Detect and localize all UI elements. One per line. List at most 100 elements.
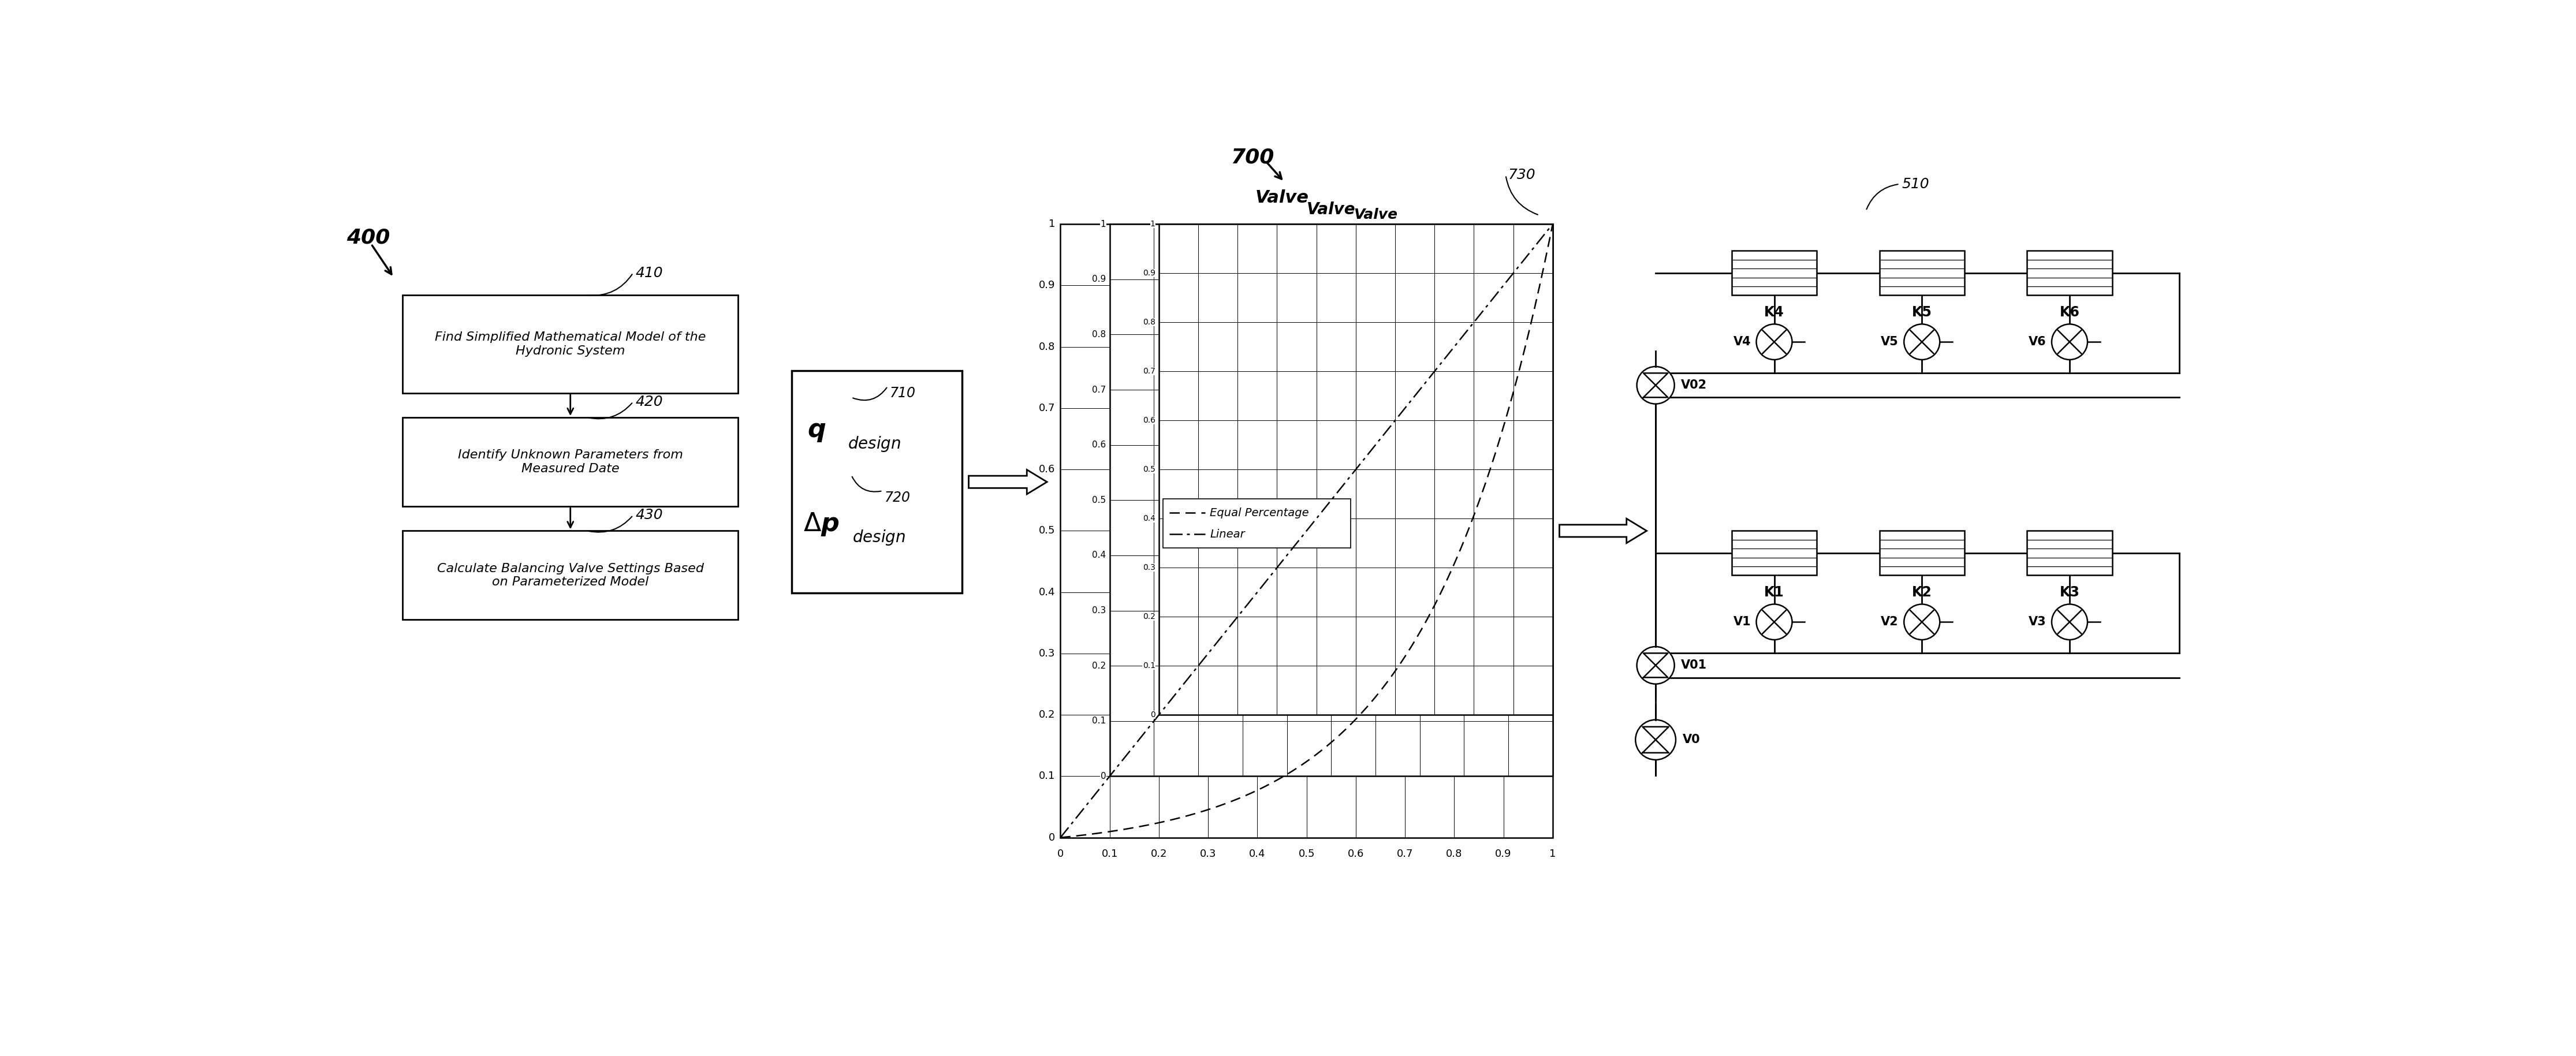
Circle shape bbox=[1904, 604, 1940, 640]
Text: 0: 0 bbox=[1151, 711, 1154, 719]
Text: 0: 0 bbox=[1100, 772, 1105, 780]
Text: 1: 1 bbox=[1548, 849, 1556, 860]
Text: Equal Percentage: Equal Percentage bbox=[1211, 507, 1309, 518]
Text: V1: V1 bbox=[1734, 617, 1752, 627]
Text: V02: V02 bbox=[1682, 379, 1708, 391]
Text: 400: 400 bbox=[348, 228, 389, 247]
Text: 0.9: 0.9 bbox=[1038, 280, 1056, 290]
Text: 0.7: 0.7 bbox=[1144, 367, 1154, 375]
Circle shape bbox=[1757, 604, 1793, 640]
Text: 0.2: 0.2 bbox=[1092, 661, 1105, 671]
Bar bbox=[1731, 531, 1816, 576]
Text: 430: 430 bbox=[636, 508, 662, 523]
Text: K4: K4 bbox=[1765, 305, 1785, 319]
Text: $\boldsymbol{q}$: $\boldsymbol{q}$ bbox=[806, 418, 827, 444]
Text: 0.1: 0.1 bbox=[1103, 849, 1118, 860]
Text: K2: K2 bbox=[1911, 585, 1932, 599]
Text: K1: K1 bbox=[1765, 585, 1785, 599]
Text: Valve: Valve bbox=[1255, 190, 1309, 206]
Text: 0.7: 0.7 bbox=[1396, 849, 1414, 860]
Bar bbox=[402, 296, 739, 393]
Text: Calculate Balancing Valve Settings Based
on Parameterized Model: Calculate Balancing Valve Settings Based… bbox=[438, 563, 703, 588]
Text: V4: V4 bbox=[1734, 336, 1752, 347]
Circle shape bbox=[1904, 324, 1940, 360]
Text: 0.4: 0.4 bbox=[1144, 514, 1154, 523]
Text: 720: 720 bbox=[884, 491, 912, 505]
Text: Valve: Valve bbox=[1352, 208, 1396, 222]
Text: 0.2: 0.2 bbox=[1151, 849, 1167, 860]
Text: 0.9: 0.9 bbox=[1494, 849, 1512, 860]
Text: 0.3: 0.3 bbox=[1038, 648, 1056, 659]
Text: $\mathit{design}$: $\mathit{design}$ bbox=[848, 435, 902, 453]
Circle shape bbox=[2050, 604, 2087, 640]
Text: 0.6: 0.6 bbox=[1144, 416, 1154, 425]
Text: 420: 420 bbox=[636, 395, 662, 409]
Circle shape bbox=[1757, 324, 1793, 360]
Bar bbox=[402, 417, 739, 507]
Circle shape bbox=[2050, 324, 2087, 360]
Text: Linear: Linear bbox=[1211, 529, 1244, 540]
Bar bbox=[402, 531, 739, 620]
Text: 1: 1 bbox=[1149, 220, 1154, 228]
Text: 0.1: 0.1 bbox=[1144, 662, 1154, 670]
Bar bbox=[1159, 224, 1553, 715]
FancyArrow shape bbox=[969, 470, 1046, 494]
Text: V2: V2 bbox=[1880, 617, 1899, 627]
Text: 0.8: 0.8 bbox=[1092, 331, 1105, 339]
Text: 510: 510 bbox=[1901, 177, 1929, 191]
Text: V0: V0 bbox=[1682, 734, 1700, 746]
Text: V5: V5 bbox=[1880, 336, 1899, 347]
Text: $\Delta\boldsymbol{p}$: $\Delta\boldsymbol{p}$ bbox=[804, 511, 840, 538]
Text: 0.8: 0.8 bbox=[1144, 318, 1154, 326]
Circle shape bbox=[1636, 720, 1677, 759]
Text: K5: K5 bbox=[1911, 305, 1932, 319]
Bar bbox=[1731, 250, 1816, 296]
Text: 0.8: 0.8 bbox=[1038, 341, 1056, 352]
Circle shape bbox=[1636, 646, 1674, 684]
Bar bbox=[2027, 250, 2112, 296]
Text: Find Simplified Mathematical Model of the
Hydronic System: Find Simplified Mathematical Model of th… bbox=[435, 332, 706, 357]
Text: K6: K6 bbox=[2058, 305, 2079, 319]
Text: 0.4: 0.4 bbox=[1038, 587, 1056, 598]
Circle shape bbox=[1636, 366, 1674, 403]
Text: $\mathit{design}$: $\mathit{design}$ bbox=[853, 528, 907, 547]
Text: 410: 410 bbox=[636, 266, 662, 280]
FancyArrow shape bbox=[1558, 518, 1646, 543]
Bar bbox=[2027, 531, 2112, 576]
Text: 0.5: 0.5 bbox=[1298, 849, 1314, 860]
Text: 0.4: 0.4 bbox=[1249, 849, 1265, 860]
Text: 0.6: 0.6 bbox=[1038, 465, 1056, 475]
Text: 0.5: 0.5 bbox=[1038, 526, 1056, 536]
Text: 0.2: 0.2 bbox=[1038, 710, 1056, 720]
Text: 0: 0 bbox=[1048, 832, 1056, 843]
Bar bbox=[1061, 224, 1553, 837]
Text: K3: K3 bbox=[2058, 585, 2079, 599]
Text: 0.5: 0.5 bbox=[1144, 466, 1154, 473]
Bar bbox=[1162, 499, 1350, 548]
Bar bbox=[1110, 224, 1553, 776]
Text: 1: 1 bbox=[1100, 220, 1105, 228]
Text: V01: V01 bbox=[1682, 660, 1708, 672]
Text: 0.2: 0.2 bbox=[1144, 612, 1154, 621]
Text: 700: 700 bbox=[1231, 148, 1275, 167]
Text: 0.1: 0.1 bbox=[1092, 717, 1105, 725]
Bar bbox=[791, 371, 961, 593]
Bar bbox=[1880, 250, 1965, 296]
Text: 0.8: 0.8 bbox=[1445, 849, 1463, 860]
Text: 0.4: 0.4 bbox=[1092, 551, 1105, 560]
Text: V3: V3 bbox=[2030, 617, 2045, 627]
Text: 710: 710 bbox=[889, 386, 917, 400]
Text: V6: V6 bbox=[2030, 336, 2045, 347]
Text: 0.9: 0.9 bbox=[1092, 275, 1105, 284]
Text: 0.9: 0.9 bbox=[1144, 269, 1154, 278]
Text: 0.6: 0.6 bbox=[1347, 849, 1363, 860]
Bar bbox=[1880, 531, 1965, 576]
Text: 1: 1 bbox=[1048, 219, 1056, 229]
Text: Identify Unknown Parameters from
Measured Date: Identify Unknown Parameters from Measure… bbox=[459, 450, 683, 474]
Text: 0.3: 0.3 bbox=[1200, 849, 1216, 860]
Text: 0.7: 0.7 bbox=[1038, 403, 1056, 413]
Text: 0.3: 0.3 bbox=[1092, 606, 1105, 615]
Text: 0.3: 0.3 bbox=[1144, 564, 1154, 571]
Text: Valve: Valve bbox=[1306, 202, 1355, 218]
Text: 0.6: 0.6 bbox=[1092, 440, 1105, 449]
